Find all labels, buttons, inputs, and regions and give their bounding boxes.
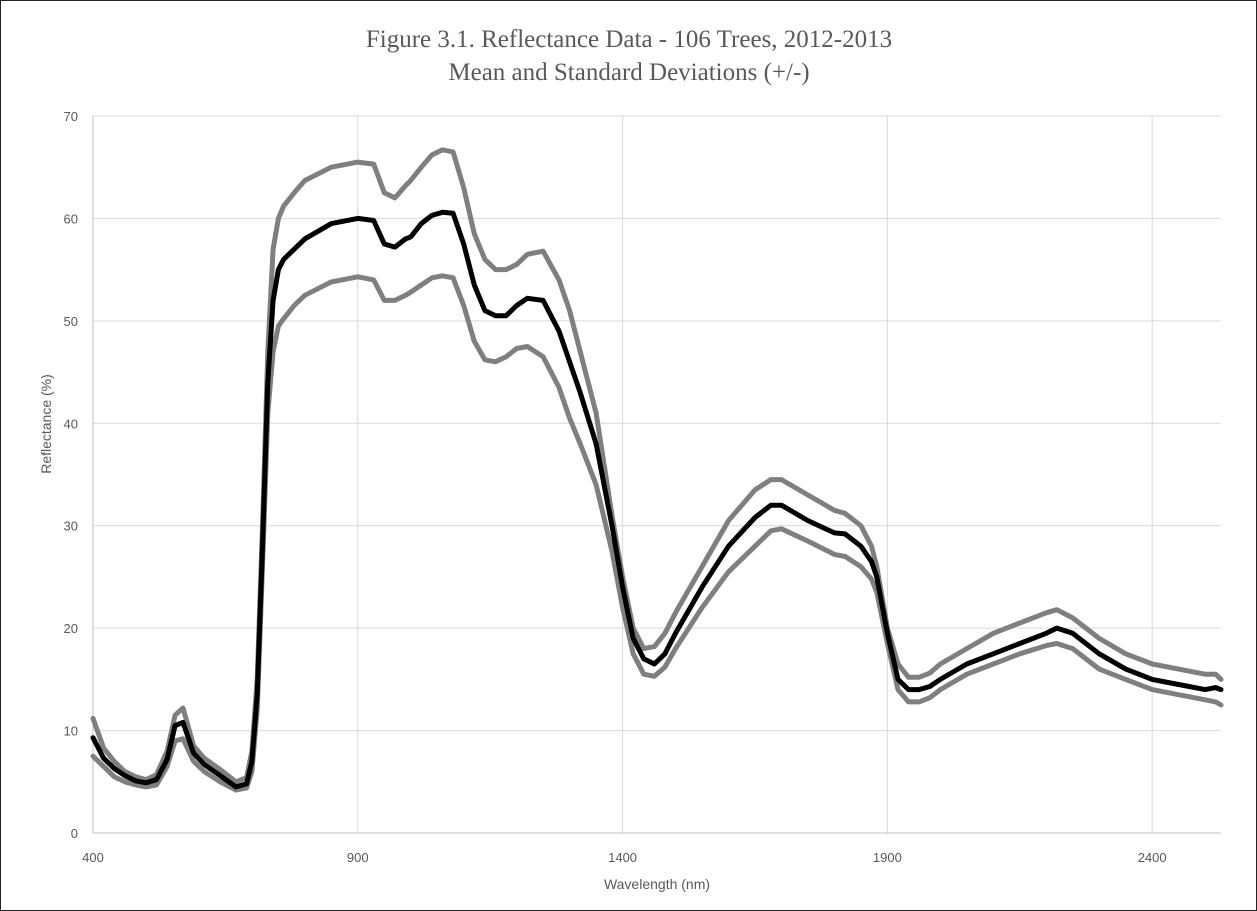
y-tick-label: 60	[64, 211, 78, 226]
mean-series-line	[90, 209, 1224, 790]
x-axis-label: Wavelength (nm)	[604, 876, 710, 892]
lower-series-line	[90, 273, 1224, 793]
y-tick-label: 10	[64, 724, 78, 739]
series-lines	[90, 147, 1224, 793]
y-tick-label: 20	[64, 621, 78, 636]
y-tick-label: 70	[64, 109, 78, 124]
axes	[92, 116, 1221, 834]
chart-title: Figure 3.1. Reflectance Data - 106 Trees…	[366, 26, 892, 53]
tick-labels: 0 10 20 30 40 50 60 70 400 900 1400 1900 2400	[64, 109, 1167, 865]
y-tick-label: 30	[64, 519, 78, 534]
chart-subtitle: Mean and Standard Deviations (+/-)	[448, 59, 809, 86]
x-tick-label: 900	[347, 850, 369, 865]
x-tick-label: 1900	[873, 850, 902, 865]
x-tick-label: 400	[82, 850, 104, 865]
y-tick-label: 40	[64, 416, 78, 431]
x-tick-label: 1400	[608, 850, 637, 865]
y-axis-label: Reflectance (%)	[38, 374, 54, 474]
y-tick-label: 0	[71, 826, 78, 841]
x-tick-label: 2400	[1138, 850, 1167, 865]
y-tick-label: 50	[64, 314, 78, 329]
upper-series-line	[90, 147, 1224, 785]
